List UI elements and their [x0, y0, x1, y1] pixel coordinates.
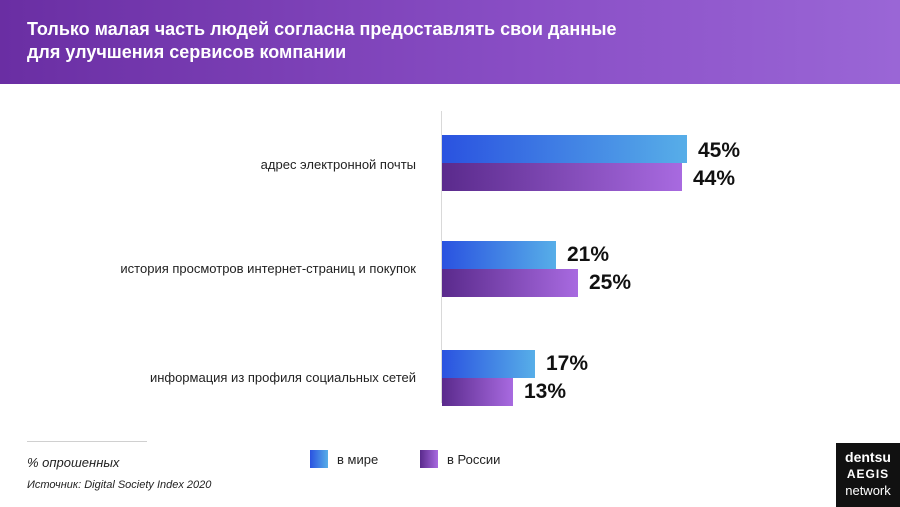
legend-swatch-world	[310, 450, 328, 468]
value-label-world-email: 45%	[698, 139, 741, 162]
bar-world-browsing-history	[442, 241, 556, 269]
value-label-russia-social-profile: 13%	[524, 380, 567, 403]
value-label-world-browsing-history: 21%	[567, 243, 610, 266]
category-label-social-profile: информация из профиля социальных сетей	[149, 370, 416, 385]
bar-russia-browsing-history	[442, 269, 578, 297]
dentsu-aegis-logo: dentsu AEGIS network	[836, 443, 900, 507]
chart-title-line-2: для улучшения сервисов компании	[27, 42, 347, 62]
footer-divider	[27, 441, 147, 442]
bar-world-email	[442, 135, 687, 163]
header-banner: Только малая часть людей согласна предос…	[0, 0, 900, 84]
logo-text-aegis: AEGIS	[846, 467, 890, 481]
chart-title-line-1: Только малая часть людей согласна предос…	[27, 19, 617, 39]
bar-chart: адрес электронной почты история просмотр…	[0, 84, 900, 424]
value-label-world-social-profile: 17%	[546, 352, 589, 375]
bar-world-social-profile	[442, 350, 535, 378]
bar-russia-email	[442, 163, 682, 191]
respondents-note: % опрошенных	[27, 455, 120, 470]
logo-text-network: network	[845, 483, 891, 498]
logo-text-dentsu: dentsu	[845, 449, 891, 465]
category-label-email: адрес электронной почты	[260, 157, 416, 172]
category-label-browsing-history: история просмотров интернет-страниц и по…	[120, 261, 416, 276]
value-label-russia-email: 44%	[693, 167, 736, 190]
chart-axis-line	[441, 111, 442, 403]
legend-label-russia: в России	[447, 452, 501, 467]
bar-russia-social-profile	[442, 378, 513, 406]
legend-swatch-russia	[420, 450, 438, 468]
source-note: Источник: Digital Society Index 2020	[27, 479, 212, 491]
legend-label-world: в мире	[337, 452, 379, 467]
value-label-russia-browsing-history: 25%	[589, 271, 632, 294]
